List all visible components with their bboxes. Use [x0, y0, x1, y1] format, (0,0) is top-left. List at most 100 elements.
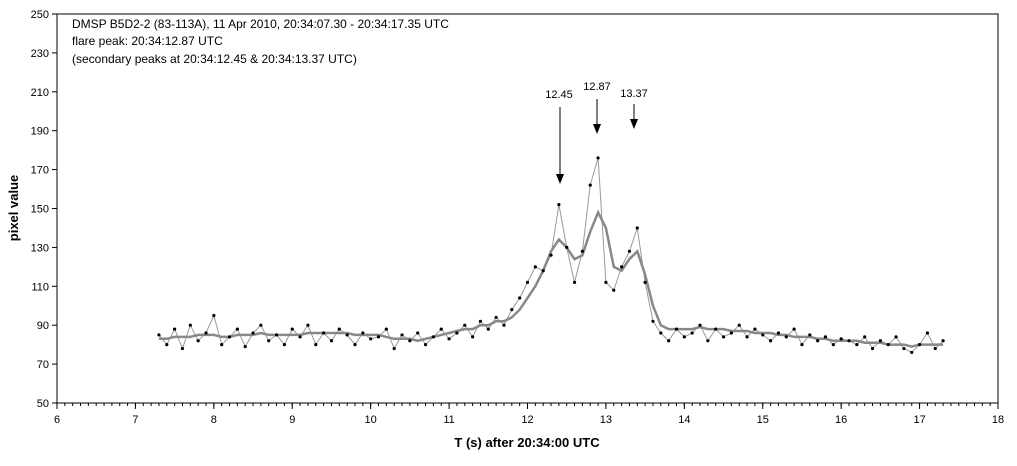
data-point	[157, 333, 161, 337]
data-point	[400, 333, 404, 337]
data-point	[384, 327, 388, 331]
data-point	[823, 335, 828, 339]
data-point	[274, 333, 279, 337]
data-point	[580, 249, 584, 253]
data-point	[745, 335, 749, 339]
data-point	[486, 327, 490, 331]
data-point	[494, 315, 498, 320]
x-tick-label: 8	[211, 414, 217, 426]
data-point	[706, 339, 710, 343]
data-point	[243, 344, 247, 349]
data-point	[721, 335, 726, 339]
title-line: DMSP B5D2-2 (83-113A), 11 Apr 2010, 20:3…	[72, 17, 449, 31]
data-point	[478, 319, 483, 323]
data-point	[369, 337, 373, 341]
data-point	[729, 331, 733, 335]
data-point	[612, 288, 616, 292]
data-point	[471, 335, 475, 339]
x-tick-label: 13	[600, 414, 612, 426]
data-point	[314, 343, 318, 347]
y-tick-label: 150	[31, 204, 49, 216]
data-point	[353, 343, 357, 347]
data-point	[737, 323, 741, 327]
data-point	[808, 333, 812, 337]
data-point	[204, 331, 208, 335]
data-point	[180, 346, 185, 351]
y-tick-label: 210	[31, 87, 49, 99]
data-point	[651, 319, 655, 323]
data-point	[392, 346, 396, 351]
x-tick-label: 17	[913, 414, 925, 426]
data-point	[165, 343, 169, 347]
data-point	[933, 346, 937, 351]
data-point	[565, 245, 569, 249]
data-point	[196, 339, 200, 343]
data-point	[267, 339, 271, 343]
data-point	[674, 327, 679, 331]
data-point	[588, 183, 592, 187]
data-point	[792, 327, 796, 331]
data-point	[235, 327, 239, 331]
data-point	[714, 327, 718, 331]
data-point	[518, 296, 522, 300]
x-tick-label: 7	[132, 414, 138, 426]
y-tick-label: 70	[37, 359, 49, 371]
data-point	[212, 313, 216, 318]
title-line: flare peak: 20:34:12.87 UTC	[72, 34, 223, 48]
data-point	[894, 335, 898, 339]
y-tick-label: 90	[37, 320, 49, 332]
data-point	[541, 269, 545, 273]
data-point	[173, 327, 177, 331]
data-point	[847, 339, 851, 343]
data-point	[345, 333, 349, 337]
data-point	[502, 323, 506, 327]
data-point	[510, 308, 514, 312]
x-tick-label: 12	[521, 414, 533, 426]
data-point	[282, 343, 287, 347]
data-point	[698, 323, 702, 327]
annotation: 12.87	[583, 81, 611, 93]
data-point	[447, 337, 451, 341]
data-point	[572, 280, 577, 285]
data-point	[408, 339, 412, 343]
data-point	[376, 335, 381, 339]
data-point	[227, 335, 232, 339]
data-point	[423, 343, 428, 347]
data-point	[753, 327, 757, 331]
data-point	[800, 343, 804, 347]
x-tick-label: 11	[443, 414, 454, 426]
data-point	[604, 280, 608, 285]
data-point	[690, 331, 694, 335]
series-line	[158, 209, 944, 348]
annotation: 13.37	[620, 88, 648, 100]
y-tick-label: 50	[37, 398, 49, 410]
data-point	[620, 265, 624, 269]
data-point	[910, 350, 914, 355]
data-point	[776, 331, 781, 335]
data-point	[816, 339, 820, 343]
x-tick-label: 6	[54, 414, 60, 426]
x-tick-label: 14	[678, 414, 690, 426]
y-tick-label: 230	[31, 48, 49, 60]
data-point	[831, 343, 835, 347]
data-point	[298, 335, 302, 339]
data-point	[855, 343, 859, 347]
annotation: 12.45	[545, 89, 573, 101]
data-point	[768, 339, 773, 343]
data-point	[337, 327, 341, 331]
y-tick-label: 130	[31, 242, 49, 254]
data-point	[329, 339, 334, 343]
data-point	[290, 327, 294, 331]
data-point	[455, 331, 459, 335]
title-line: (secondary peaks at 20:34:12.45 & 20:34:…	[72, 52, 357, 66]
x-tick-label: 10	[365, 414, 377, 426]
data-point	[439, 327, 443, 331]
y-tick-label: 170	[31, 165, 49, 177]
data-point	[533, 265, 537, 269]
y-tick-label: 190	[31, 126, 49, 138]
data-point	[251, 331, 255, 335]
x-tick-label: 15	[757, 414, 769, 426]
data-point	[643, 280, 647, 285]
data-point	[878, 339, 882, 343]
